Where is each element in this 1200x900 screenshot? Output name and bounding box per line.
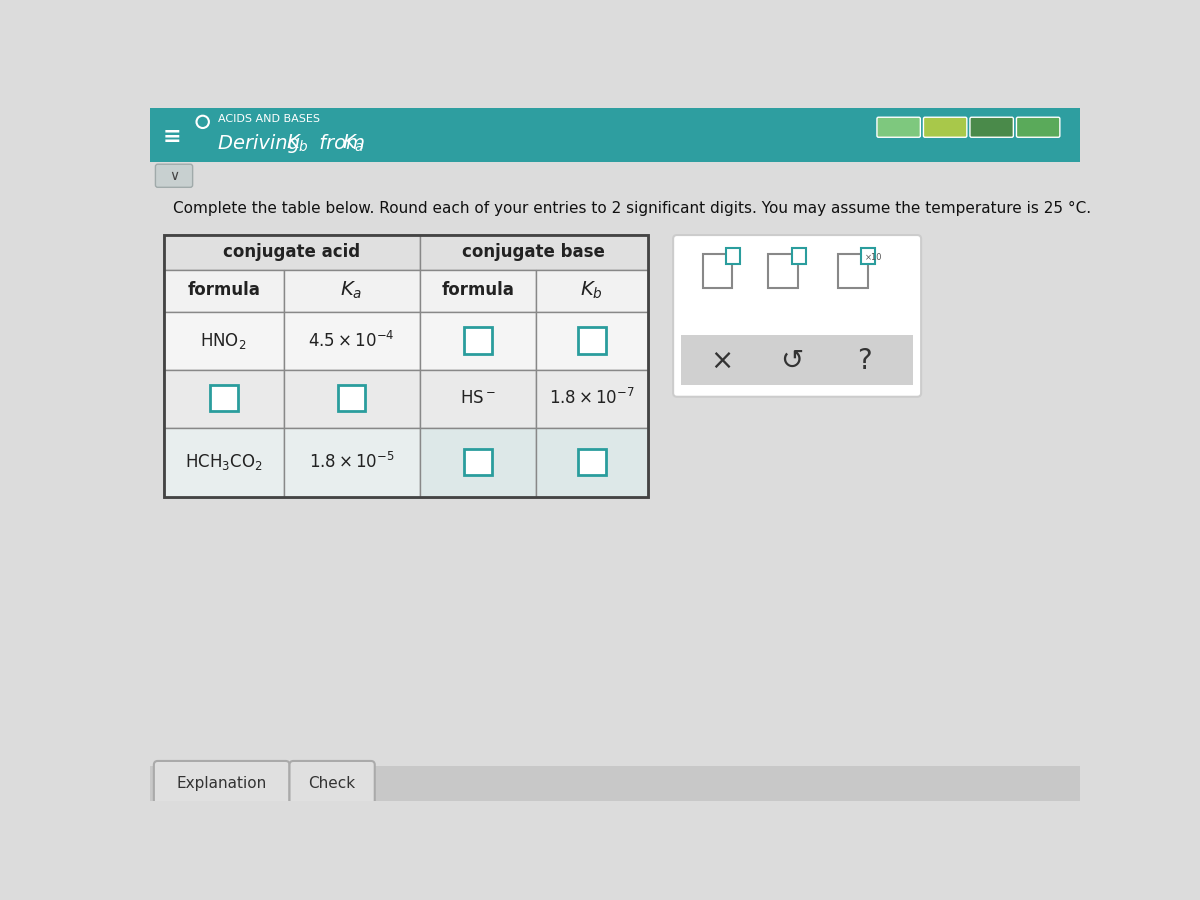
- Bar: [420, 370, 536, 428]
- Bar: [284, 312, 420, 370]
- FancyBboxPatch shape: [970, 117, 1013, 138]
- Bar: [284, 270, 420, 312]
- FancyBboxPatch shape: [289, 761, 374, 804]
- Bar: [839, 255, 868, 288]
- Text: $K_a$: $K_a$: [342, 133, 365, 154]
- Bar: [862, 248, 876, 264]
- Bar: [150, 189, 1080, 228]
- Text: $\mathrm{HCH_3CO_2}$: $\mathrm{HCH_3CO_2}$: [185, 452, 263, 472]
- Text: $K_a$: $K_a$: [341, 280, 362, 302]
- FancyBboxPatch shape: [924, 117, 967, 138]
- Text: Complete the table below. Round each of your entries to 2 significant digits. Yo: Complete the table below. Round each of …: [173, 201, 1091, 216]
- Bar: [420, 235, 648, 270]
- Bar: [680, 335, 913, 385]
- Bar: [536, 270, 648, 312]
- Bar: [420, 312, 536, 370]
- Text: $K_b$: $K_b$: [581, 280, 604, 302]
- Bar: [164, 270, 284, 312]
- Text: $4.5 \times 10^{-4}$: $4.5 \times 10^{-4}$: [308, 330, 395, 351]
- Text: Deriving: Deriving: [218, 134, 306, 153]
- Bar: [164, 235, 648, 497]
- Bar: [768, 255, 798, 288]
- Text: formula: formula: [187, 282, 260, 300]
- Bar: [284, 370, 420, 428]
- Text: $1.8 \times 10^{-5}$: $1.8 \times 10^{-5}$: [308, 452, 395, 472]
- Bar: [792, 248, 805, 264]
- Text: ∨: ∨: [169, 169, 179, 183]
- Text: ×: ×: [710, 346, 733, 374]
- Text: conjugate acid: conjugate acid: [223, 243, 360, 261]
- Text: from: from: [313, 134, 371, 153]
- Text: $K_b$: $K_b$: [286, 133, 308, 154]
- Text: $\mathrm{HS^-}$: $\mathrm{HS^-}$: [460, 390, 496, 408]
- Text: Check: Check: [308, 776, 355, 791]
- Bar: [337, 385, 366, 411]
- Bar: [150, 162, 1080, 189]
- Bar: [420, 428, 536, 497]
- Bar: [578, 449, 606, 475]
- Bar: [536, 370, 648, 428]
- Bar: [464, 328, 492, 354]
- Bar: [536, 428, 648, 497]
- Text: ×10: ×10: [864, 253, 882, 262]
- Text: ACIDS AND BASES: ACIDS AND BASES: [218, 113, 320, 124]
- Text: ↺: ↺: [780, 346, 803, 374]
- Bar: [726, 248, 739, 264]
- Bar: [150, 767, 1080, 801]
- FancyBboxPatch shape: [1016, 117, 1060, 138]
- Bar: [164, 235, 420, 270]
- Text: conjugate base: conjugate base: [462, 243, 605, 261]
- Bar: [420, 270, 536, 312]
- Text: $\mathrm{HNO_2}$: $\mathrm{HNO_2}$: [200, 330, 247, 350]
- Bar: [578, 328, 606, 354]
- Bar: [150, 108, 1080, 162]
- FancyBboxPatch shape: [154, 761, 289, 804]
- FancyBboxPatch shape: [156, 164, 193, 187]
- Bar: [164, 235, 648, 497]
- Text: $1.8 \times 10^{-7}$: $1.8 \times 10^{-7}$: [548, 388, 635, 409]
- Text: ?: ?: [857, 346, 872, 374]
- Bar: [536, 312, 648, 370]
- Text: ≡: ≡: [162, 127, 181, 148]
- FancyBboxPatch shape: [673, 235, 922, 397]
- Bar: [164, 428, 284, 497]
- Bar: [464, 449, 492, 475]
- Bar: [702, 255, 732, 288]
- FancyBboxPatch shape: [877, 117, 920, 138]
- Bar: [164, 312, 284, 370]
- Bar: [284, 428, 420, 497]
- Bar: [210, 385, 238, 411]
- Text: Explanation: Explanation: [176, 776, 268, 791]
- Text: formula: formula: [442, 282, 515, 300]
- Bar: [164, 370, 284, 428]
